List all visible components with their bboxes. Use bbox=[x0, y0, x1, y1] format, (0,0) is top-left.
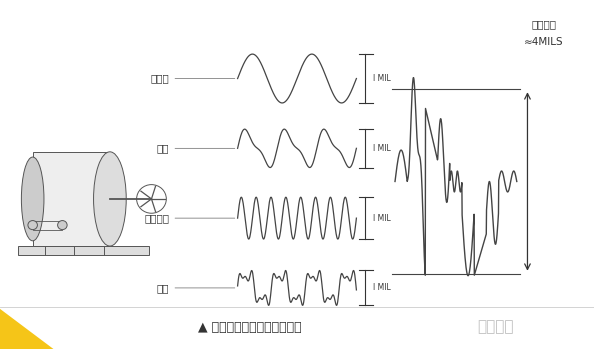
Text: I MIL: I MIL bbox=[373, 144, 391, 153]
Text: ≈4MILS: ≈4MILS bbox=[524, 37, 563, 47]
Text: I MIL: I MIL bbox=[373, 74, 391, 83]
Ellipse shape bbox=[58, 221, 67, 230]
Polygon shape bbox=[18, 246, 148, 255]
Text: I MIL: I MIL bbox=[373, 214, 391, 223]
Ellipse shape bbox=[94, 152, 126, 246]
Text: 叶片通过: 叶片通过 bbox=[144, 213, 169, 223]
Text: ▲ 设备振动的原因和相关波形: ▲ 设备振动的原因和相关波形 bbox=[198, 320, 301, 334]
Text: 振动位移: 振动位移 bbox=[531, 20, 556, 30]
Text: 松动: 松动 bbox=[157, 143, 169, 153]
Text: I MIL: I MIL bbox=[373, 283, 391, 292]
Ellipse shape bbox=[28, 221, 37, 230]
Ellipse shape bbox=[21, 157, 44, 241]
Polygon shape bbox=[0, 309, 53, 349]
Text: 不平衡: 不平衡 bbox=[150, 74, 169, 83]
Text: 磨损: 磨损 bbox=[157, 283, 169, 293]
Text: 网鸿科技: 网鸿科技 bbox=[478, 320, 514, 334]
Bar bbox=[33, 152, 110, 246]
